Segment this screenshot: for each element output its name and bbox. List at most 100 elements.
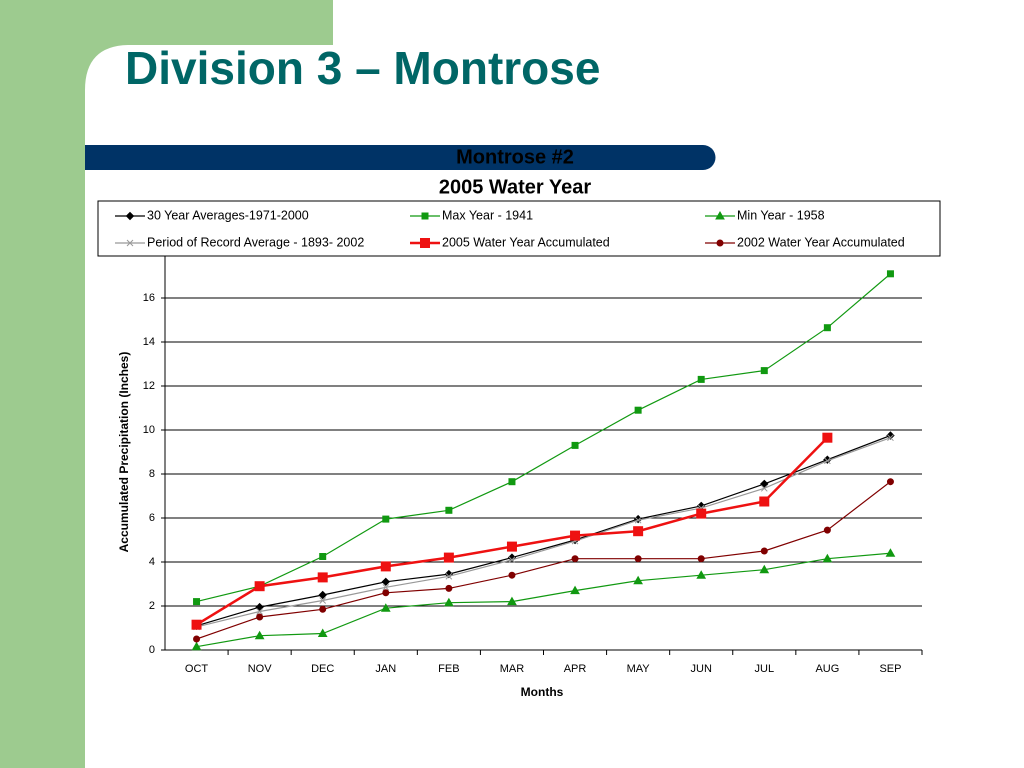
marker bbox=[822, 553, 833, 563]
marker bbox=[571, 555, 579, 563]
y-tick-label: 10 bbox=[143, 424, 155, 436]
marker bbox=[382, 583, 390, 591]
marker bbox=[445, 584, 453, 592]
marker bbox=[445, 506, 453, 514]
marker bbox=[319, 605, 327, 613]
series-line bbox=[196, 273, 891, 603]
chart-subtitle: 2005 Water Year bbox=[439, 176, 592, 198]
marker bbox=[254, 581, 265, 592]
x-tick-label: JUL bbox=[755, 663, 775, 675]
marker bbox=[444, 597, 454, 607]
x-tick-label: FEB bbox=[438, 663, 459, 675]
marker bbox=[193, 635, 201, 643]
x-tick-label: MAR bbox=[500, 663, 525, 675]
marker bbox=[759, 496, 770, 507]
marker bbox=[633, 526, 644, 537]
marker bbox=[697, 375, 705, 383]
marker bbox=[381, 577, 390, 587]
legend-label: 2005 Water Year Accumulated bbox=[442, 235, 610, 249]
marker bbox=[760, 367, 768, 375]
y-tick-label: 2 bbox=[149, 600, 155, 612]
marker bbox=[570, 585, 580, 595]
marker bbox=[886, 431, 895, 440]
marker bbox=[382, 589, 390, 597]
marker bbox=[254, 630, 265, 640]
x-tick-label: SEP bbox=[879, 663, 901, 675]
marker bbox=[760, 479, 769, 489]
x-tick-label: JAN bbox=[375, 663, 396, 675]
marker bbox=[633, 575, 643, 585]
y-tick-label: 4 bbox=[149, 556, 155, 568]
marker bbox=[443, 552, 454, 563]
marker bbox=[507, 596, 517, 606]
marker bbox=[256, 608, 263, 615]
y-tick-label: 6 bbox=[149, 512, 155, 524]
marker bbox=[823, 526, 831, 534]
marker bbox=[191, 619, 202, 630]
marker bbox=[824, 457, 831, 465]
series-line bbox=[196, 437, 891, 628]
y-tick-label: 0 bbox=[149, 644, 155, 656]
x-tick-label: JUN bbox=[691, 663, 712, 675]
legend-label: Min Year - 1958 bbox=[737, 208, 825, 222]
y-tick-label: 16 bbox=[143, 292, 155, 304]
marker bbox=[317, 628, 328, 637]
y-axis-label: Accumulated Precipitation (Inches) bbox=[117, 352, 131, 553]
legend-marker bbox=[715, 210, 725, 220]
series-line bbox=[196, 552, 891, 648]
x-tick-label: OCT bbox=[185, 663, 209, 675]
marker bbox=[887, 434, 894, 442]
marker bbox=[759, 564, 770, 574]
x-tick-label: MAY bbox=[627, 663, 651, 675]
marker bbox=[508, 556, 516, 564]
marker bbox=[319, 553, 327, 560]
marker bbox=[319, 597, 327, 604]
marker bbox=[445, 572, 453, 580]
marker bbox=[380, 561, 391, 572]
marker bbox=[760, 484, 768, 492]
marker bbox=[760, 547, 768, 555]
marker bbox=[380, 603, 391, 612]
legend-marker bbox=[420, 238, 430, 248]
x-tick-label: NOV bbox=[248, 663, 273, 675]
legend-marker bbox=[421, 212, 429, 220]
marker bbox=[697, 555, 705, 563]
series-line bbox=[196, 434, 891, 627]
marker bbox=[191, 641, 202, 651]
slide-title: Division 3 – Montrose bbox=[125, 42, 600, 94]
marker bbox=[256, 613, 264, 621]
y-tick-label: 14 bbox=[143, 336, 155, 348]
y-tick-label: 8 bbox=[149, 468, 155, 480]
legend-marker bbox=[126, 239, 134, 247]
marker bbox=[822, 432, 833, 443]
header-bar bbox=[85, 145, 716, 170]
legend-label: Max Year - 1941 bbox=[442, 208, 533, 222]
marker bbox=[571, 441, 579, 449]
x-tick-label: APR bbox=[564, 663, 587, 675]
x-axis-label: Months bbox=[521, 685, 564, 699]
y-tick-label: 12 bbox=[143, 380, 155, 392]
legend-marker bbox=[716, 239, 724, 247]
marker bbox=[255, 602, 264, 612]
marker bbox=[696, 570, 707, 579]
series-line bbox=[196, 481, 891, 640]
marker bbox=[634, 516, 642, 524]
marker bbox=[193, 598, 201, 606]
marker bbox=[886, 478, 894, 486]
marker bbox=[508, 571, 516, 579]
marker bbox=[506, 541, 517, 552]
legend-label: 30 Year Averages-1971-2000 bbox=[147, 208, 309, 222]
marker bbox=[382, 515, 390, 523]
marker bbox=[823, 324, 831, 332]
marker bbox=[696, 508, 707, 519]
marker bbox=[634, 555, 642, 563]
marker bbox=[318, 590, 327, 600]
x-tick-label: AUG bbox=[815, 663, 839, 675]
marker bbox=[885, 548, 896, 557]
marker bbox=[634, 406, 642, 414]
legend-box bbox=[97, 200, 941, 257]
legend-label: Period of Record Average - 1893- 2002 bbox=[147, 235, 364, 249]
x-tick-label: DEC bbox=[311, 663, 334, 675]
